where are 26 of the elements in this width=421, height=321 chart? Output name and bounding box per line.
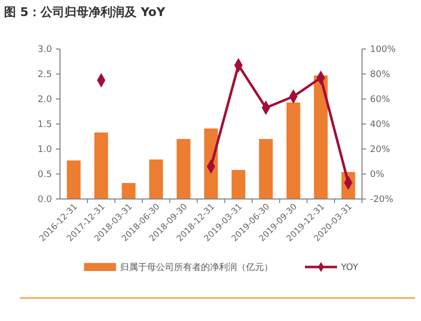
y-tick-label: 0.0 [38,195,52,206]
legend-label: 归属于母公司所有者的净利润（亿元） [120,262,273,274]
y-tick-label: 3.0 [38,45,52,56]
bar [122,183,136,199]
bar [286,102,300,199]
bar [66,160,81,199]
y2-tick-label: 100% [370,45,396,56]
y-tick-label: 1.0 [38,145,52,156]
bar [232,170,246,199]
y2-tick-label: 20% [370,145,390,156]
y-tick-label: 0.5 [38,170,52,180]
y-tick-label: 1.5 [38,120,52,130]
bar [176,139,190,199]
y2-tick-label: -20% [370,195,394,206]
chart-title: 图 5：公司归母净利润及 YoY [4,5,166,19]
y2-tick-label: 80% [370,70,390,80]
y-tick-label: 2.0 [38,95,52,106]
bar [259,139,273,199]
bar [149,160,163,199]
y2-tick-label: 0% [370,170,385,180]
y-tick-label: 2.5 [38,70,52,80]
legend-label: YOY [340,263,359,274]
y2-tick-label: 60% [370,95,390,106]
bar [314,76,328,199]
y2-tick-label: 40% [370,120,390,130]
bar [94,132,108,199]
